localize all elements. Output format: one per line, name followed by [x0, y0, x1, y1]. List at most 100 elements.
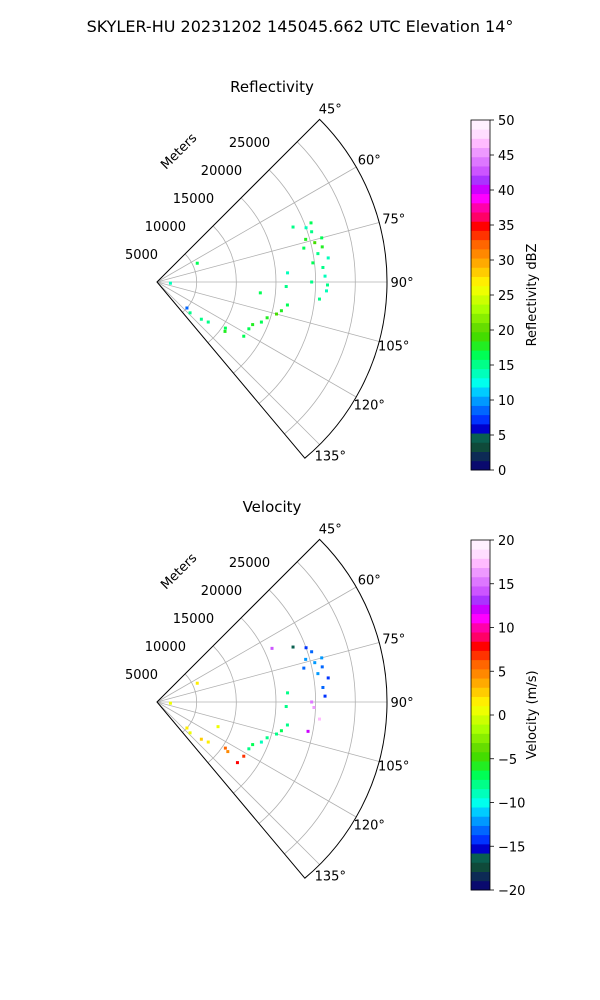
r-tick-label: 10000: [145, 640, 186, 655]
colorbar-segment: [471, 166, 490, 176]
r-tick-label: 20000: [201, 584, 242, 599]
colorbar-segment: [471, 221, 490, 231]
radar-gate: [275, 732, 279, 736]
radar-gate: [310, 700, 314, 704]
radar-gate: [326, 256, 330, 260]
colorbar-segment: [471, 650, 490, 661]
theta-gridline: [156, 701, 380, 762]
radar-gate: [302, 246, 306, 250]
theta-tick-label: 90°: [391, 276, 414, 291]
radar-gate: [286, 271, 290, 275]
colorbar-segment: [471, 558, 490, 569]
theta-gridline: [156, 701, 320, 865]
colorbar-segment: [471, 423, 490, 434]
colorbar-segment: [471, 350, 490, 360]
radar-gate: [168, 281, 172, 285]
radar-gate: [316, 672, 320, 676]
colorbar-segment: [471, 678, 490, 688]
colorbar-segment: [471, 184, 490, 195]
colorbar-tick-label: 5: [498, 429, 506, 444]
colorbar-segment: [471, 202, 490, 213]
colorbar-tick-label: −5: [498, 753, 517, 768]
colorbar-tick-label: 35: [498, 219, 515, 234]
range-ring: [284, 141, 356, 435]
radar-gate: [311, 261, 315, 265]
radar-gate: [185, 726, 189, 730]
colorbar-segment: [471, 622, 490, 633]
r-tick-label: 20000: [201, 164, 242, 179]
panel-title: Velocity: [243, 498, 302, 516]
colorbar-segment: [471, 175, 490, 185]
colorbar-segment: [471, 460, 490, 471]
radar-gate: [206, 320, 210, 324]
radar-gate: [306, 729, 310, 733]
theta-tick-label: 75°: [382, 633, 405, 648]
colorbar-segment: [471, 613, 490, 624]
radar-gate: [286, 691, 290, 695]
colorbar-segment: [471, 834, 490, 845]
colorbar-segment: [471, 138, 490, 149]
colorbar-tick-label: 25: [498, 289, 515, 304]
colorbar-segment: [471, 705, 490, 716]
radar-gate: [320, 665, 324, 669]
theta-gridline: [156, 222, 380, 283]
sector-frame: [156, 118, 388, 459]
colorbar-segment: [471, 853, 490, 863]
radar-gate: [317, 297, 321, 301]
colorbar-segment: [471, 595, 490, 605]
colorbar-segment: [471, 770, 490, 780]
colorbar-segment: [471, 248, 490, 259]
theta-tick-label: 120°: [354, 399, 385, 414]
theta-tick-label: 105°: [378, 759, 409, 774]
colorbar-segment: [471, 396, 490, 406]
colorbar-tick-label: 10: [498, 622, 515, 637]
colorbar-segment: [471, 687, 490, 697]
colorbar-segment: [471, 871, 490, 882]
colorbar-segment: [471, 359, 490, 370]
colorbar-segment: [471, 239, 490, 250]
radar-gate: [235, 761, 239, 765]
range-ring: [233, 617, 277, 794]
radar-gate: [199, 317, 203, 321]
colorbar-segment: [471, 567, 490, 578]
colorbar-segment: [471, 212, 490, 222]
colorbar-segment: [471, 779, 490, 790]
colorbar-segment: [471, 341, 490, 351]
colorbar-segment: [471, 641, 490, 651]
radar-gate: [188, 311, 192, 315]
theta-gridline: [156, 281, 380, 342]
radar-gate: [216, 725, 220, 729]
radar-gate: [321, 685, 325, 689]
radar-gate: [323, 694, 327, 698]
colorbar-segment: [471, 724, 490, 734]
radar-gate: [275, 312, 279, 316]
radar-gate: [188, 731, 192, 735]
radar-gate: [242, 334, 246, 338]
colorbar-segment: [471, 825, 490, 836]
colorbar-segment: [471, 405, 490, 416]
radar-gate: [325, 283, 329, 287]
reflectivity-panel: Reflectivity Meters 45° 60° 75° 90° 105° 120°…: [125, 78, 540, 479]
radar-gate: [326, 676, 330, 680]
radar-gate: [304, 657, 308, 661]
radar-gate: [284, 285, 288, 289]
colorbar-segment: [471, 696, 490, 707]
colorbar-segment: [471, 632, 490, 642]
radar-gate: [265, 736, 269, 740]
colorbar-segment: [471, 442, 490, 452]
colorbar-segment: [471, 668, 490, 679]
radar-gate: [320, 236, 324, 240]
theta-tick-label: 105°: [378, 339, 409, 354]
radar-gate: [310, 650, 314, 654]
colorbar-segment: [471, 742, 490, 753]
colorbar-tick-label: 20: [498, 324, 515, 339]
radar-gate: [242, 754, 246, 758]
radar-gate: [312, 705, 316, 709]
colorbar-tick-label: 15: [498, 359, 515, 374]
radar-gate: [285, 303, 289, 307]
theta-gridline: [156, 281, 357, 398]
colorbar-segment: [471, 586, 490, 596]
theta-tick-label: 90°: [391, 696, 414, 711]
radial-unit-label: Meters: [158, 551, 200, 593]
